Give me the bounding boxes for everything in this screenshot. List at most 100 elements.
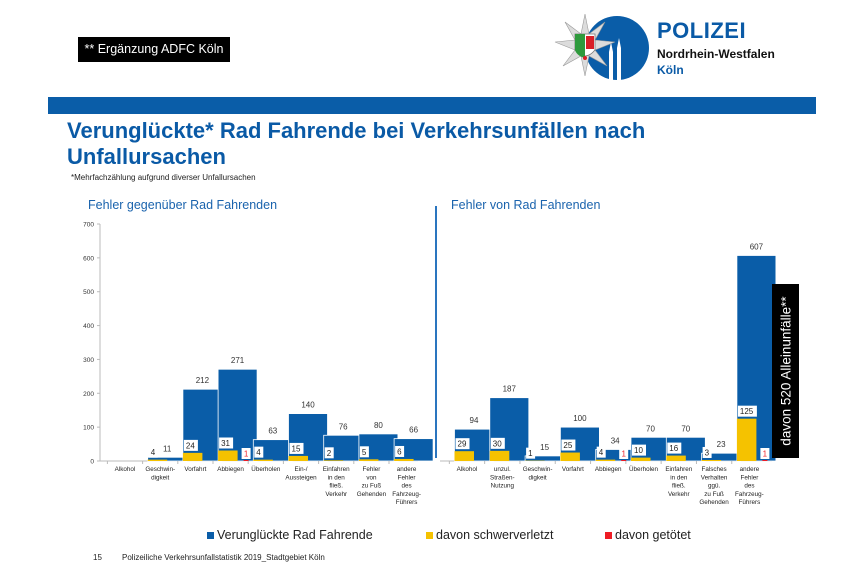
data-label-severe: 125 — [740, 407, 754, 416]
y-tick-label: 300 — [83, 357, 94, 364]
data-label-severe: 4 — [151, 448, 156, 457]
legend-label: davon getötet — [615, 528, 691, 542]
data-label-severe: 16 — [669, 444, 678, 453]
polizei-logo: POLIZEI Nordrhein-Westfalen Köln — [553, 12, 823, 84]
page-number: 15 — [93, 553, 102, 562]
data-label-box — [183, 439, 198, 451]
x-tick-label: Verkehr — [668, 491, 690, 498]
data-label-total: 34 — [611, 436, 620, 445]
x-tick-label: fließ. — [672, 483, 686, 490]
bar-severe — [323, 460, 344, 461]
x-tick-label: Fahrzeug- — [392, 491, 421, 498]
x-tick-label: Überholen — [251, 465, 281, 473]
x-tick-label: Vorfahrt — [562, 466, 584, 473]
data-label-total: 63 — [268, 427, 277, 436]
x-tick-label: Fahrzeug- — [735, 491, 764, 498]
x-tick-label: Alkohol — [115, 466, 136, 473]
x-tick-label: Fehler — [740, 474, 758, 481]
y-tick-label: 700 — [83, 222, 94, 229]
x-tick-label: Vorfahrt — [184, 466, 206, 473]
x-tick-label: andere — [740, 466, 760, 473]
x-tick-label: Verhalten — [701, 474, 728, 481]
x-tick-label: unzul. — [494, 466, 511, 473]
legend-item-total: Verunglückte Rad Fahrende — [207, 528, 373, 542]
data-label-box — [632, 444, 646, 456]
x-tick-label: Fehler — [398, 474, 416, 481]
data-label-severe: 24 — [186, 441, 195, 450]
legend-item-severe: davon schwerverletzt — [426, 528, 553, 542]
y-tick-label: 0 — [90, 459, 94, 466]
data-label-severe: 30 — [493, 439, 502, 448]
bar-severe — [253, 459, 273, 461]
x-tick-label: Geschwin- — [523, 466, 553, 473]
data-label-severe: 25 — [563, 441, 572, 450]
footer-source: Polizeiliche Verkehrsunfallstatistik 201… — [122, 553, 325, 562]
y-tick-label: 100 — [83, 425, 94, 432]
data-label-total: 212 — [196, 376, 210, 385]
bar-severe — [560, 452, 580, 461]
data-label-total: 271 — [231, 356, 245, 365]
data-label-box — [254, 446, 264, 458]
y-tick-label: 500 — [83, 289, 94, 296]
data-label-box — [148, 446, 158, 458]
data-label-box — [760, 448, 770, 459]
bar-severe — [182, 452, 203, 461]
x-tick-label: Einfahren — [323, 466, 350, 473]
x-tick-label: Führers — [739, 499, 761, 506]
x-tick-label: in den — [328, 474, 346, 481]
bar-killed — [621, 460, 627, 461]
x-tick-label: von — [366, 474, 377, 481]
data-label-severe: 31 — [221, 439, 230, 448]
x-tick-label: Ein-/ — [295, 466, 308, 473]
x-tick-label: Aussteigen — [285, 474, 317, 481]
x-tick-label: Nutzung — [491, 483, 515, 490]
x-tick-label: Abbiegen — [595, 466, 622, 473]
data-label-box — [619, 448, 629, 459]
data-label-killed: 1 — [621, 450, 626, 459]
bar-total — [489, 397, 530, 462]
data-label-severe: 6 — [397, 447, 402, 456]
data-label-killed: 1 — [763, 450, 768, 459]
x-tick-label: Führers — [396, 499, 418, 506]
y-tick-label: 600 — [83, 255, 94, 262]
data-label-severe: 3 — [705, 448, 710, 457]
data-label-total: 23 — [717, 440, 726, 449]
data-label-box — [596, 446, 606, 458]
x-tick-label: zu Fuß — [362, 483, 382, 490]
x-tick-label: des — [744, 483, 754, 490]
x-tick-label: ggü. — [708, 483, 721, 490]
x-tick-label: Falsches — [701, 466, 726, 473]
data-label-box — [702, 446, 712, 458]
x-tick-label: andere — [397, 466, 417, 473]
bar-severe — [288, 455, 308, 461]
legend-swatch-red — [605, 531, 612, 539]
x-tick-label: digkeit — [151, 474, 169, 481]
data-label-total: 70 — [646, 424, 655, 433]
x-tick-label: Alkohol — [457, 466, 478, 473]
bar-severe — [394, 458, 414, 461]
data-label-severe: 1 — [528, 449, 533, 458]
x-tick-label: digkeit — [528, 474, 546, 481]
data-label-box — [241, 448, 251, 459]
data-label-total: 66 — [409, 426, 418, 435]
bar-killed — [762, 460, 768, 461]
data-label-total: 80 — [374, 421, 383, 430]
x-tick-label: Fehler — [362, 466, 380, 473]
bar-severe — [489, 450, 510, 461]
data-label-severe: 29 — [458, 440, 467, 449]
data-label-box — [395, 445, 405, 457]
legend-swatch-blue — [207, 531, 214, 539]
bar-severe — [736, 418, 757, 461]
x-tick-label: Einfahren — [665, 466, 692, 473]
data-label-box — [359, 446, 369, 458]
x-tick-label: Verkehr — [325, 491, 347, 498]
y-tick-label: 400 — [83, 323, 94, 330]
data-label-box — [737, 405, 757, 417]
legend-label: Verunglückte Rad Fahrende — [217, 528, 373, 542]
bar-severe — [218, 450, 238, 461]
police-star-badge-icon — [554, 13, 649, 80]
page-title: Verunglückte* Rad Fahrende bei Verkehrsu… — [67, 118, 646, 169]
x-tick-label: Überholen — [629, 465, 659, 473]
bar-killed — [243, 460, 249, 461]
